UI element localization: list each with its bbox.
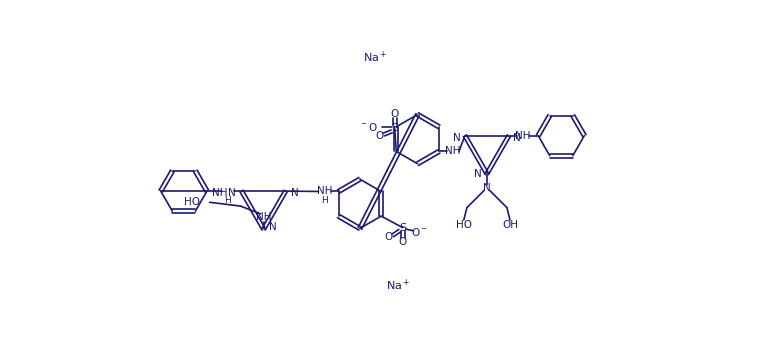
Text: NH: NH: [445, 146, 461, 156]
Text: N: N: [483, 183, 491, 193]
Text: O: O: [375, 131, 384, 141]
Text: NH: NH: [212, 188, 228, 198]
Text: OH: OH: [502, 220, 518, 230]
Text: N: N: [228, 188, 236, 198]
Text: NH: NH: [515, 131, 531, 141]
Text: $^-$O: $^-$O: [359, 121, 378, 133]
Text: S: S: [399, 223, 406, 233]
Text: O: O: [384, 232, 393, 242]
Text: N: N: [513, 133, 521, 143]
Text: NH: NH: [317, 187, 332, 196]
Text: H: H: [321, 196, 328, 205]
Text: N: N: [474, 169, 481, 179]
Text: HO: HO: [456, 220, 472, 230]
Text: Na$^+$: Na$^+$: [363, 50, 388, 65]
Text: O$^-$: O$^-$: [411, 225, 428, 238]
Text: Na$^+$: Na$^+$: [386, 278, 411, 293]
Text: N: N: [453, 133, 461, 143]
Text: HO: HO: [185, 197, 201, 207]
Text: N: N: [269, 222, 277, 232]
Text: O: O: [391, 110, 399, 119]
Text: NH: NH: [256, 212, 271, 222]
Text: O: O: [398, 237, 407, 246]
Text: H: H: [225, 196, 231, 205]
Text: S: S: [391, 123, 398, 133]
Text: N: N: [291, 188, 298, 198]
